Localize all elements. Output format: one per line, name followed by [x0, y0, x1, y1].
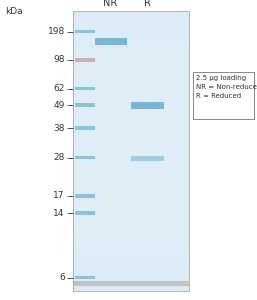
- Bar: [73, 20, 189, 25]
- Bar: [75, 126, 95, 130]
- Text: 49: 49: [53, 100, 65, 109]
- Bar: [73, 169, 189, 174]
- Bar: [193, 72, 254, 118]
- Bar: [73, 160, 189, 165]
- Text: 2.5 μg loading
NR = Non-reduced
R = Reduced: 2.5 μg loading NR = Non-reduced R = Redu…: [196, 75, 257, 99]
- Bar: [73, 95, 189, 99]
- Bar: [131, 156, 164, 161]
- Bar: [73, 282, 189, 286]
- Bar: [73, 197, 189, 202]
- Bar: [75, 58, 95, 62]
- Bar: [73, 25, 189, 29]
- Bar: [73, 34, 189, 38]
- Bar: [73, 132, 189, 137]
- Bar: [73, 151, 189, 155]
- Bar: [73, 249, 189, 254]
- Bar: [73, 272, 189, 277]
- Bar: [73, 235, 189, 240]
- Bar: [73, 146, 189, 151]
- Bar: [73, 76, 189, 81]
- Bar: [73, 254, 189, 258]
- Text: 17: 17: [53, 191, 65, 200]
- Bar: [73, 155, 189, 160]
- Bar: [73, 184, 189, 188]
- Bar: [73, 216, 189, 221]
- Bar: [73, 221, 189, 226]
- Bar: [73, 263, 189, 268]
- Bar: [75, 155, 95, 160]
- Bar: [73, 258, 189, 263]
- Bar: [73, 123, 189, 128]
- Text: 14: 14: [53, 208, 65, 217]
- Bar: [73, 165, 189, 170]
- Bar: [73, 174, 189, 179]
- Text: kDa: kDa: [5, 8, 23, 16]
- Bar: [73, 212, 189, 216]
- Bar: [75, 86, 95, 90]
- Bar: [73, 240, 189, 244]
- Bar: [75, 211, 95, 215]
- Bar: [73, 113, 189, 118]
- Text: 38: 38: [53, 124, 65, 133]
- Bar: [73, 109, 189, 113]
- Bar: [73, 43, 189, 48]
- Bar: [73, 67, 189, 71]
- Text: 6: 6: [59, 273, 65, 282]
- Text: NR: NR: [103, 0, 118, 8]
- Bar: [75, 30, 95, 33]
- Bar: [73, 38, 189, 43]
- Bar: [73, 71, 189, 76]
- Bar: [73, 57, 189, 62]
- Bar: [73, 85, 189, 90]
- Bar: [73, 193, 189, 197]
- Bar: [73, 281, 189, 286]
- Bar: [131, 102, 164, 109]
- Bar: [73, 118, 189, 123]
- Bar: [73, 52, 189, 57]
- Bar: [95, 38, 127, 45]
- Bar: [75, 194, 95, 198]
- Bar: [73, 179, 189, 184]
- Bar: [73, 11, 189, 291]
- Bar: [73, 15, 189, 20]
- Bar: [73, 268, 189, 272]
- Text: 62: 62: [53, 84, 65, 93]
- Bar: [73, 277, 189, 282]
- Text: 98: 98: [53, 56, 65, 64]
- Bar: [73, 188, 189, 193]
- Bar: [73, 62, 189, 67]
- Bar: [73, 244, 189, 249]
- Bar: [73, 137, 189, 141]
- Bar: [73, 226, 189, 230]
- Bar: [73, 286, 189, 291]
- Bar: [73, 48, 189, 52]
- Bar: [73, 81, 189, 85]
- Text: R: R: [144, 0, 151, 8]
- Bar: [75, 275, 95, 280]
- Bar: [73, 128, 189, 132]
- Bar: [73, 207, 189, 211]
- Bar: [73, 141, 189, 146]
- Text: 198: 198: [48, 27, 65, 36]
- Bar: [73, 11, 189, 15]
- Text: 28: 28: [53, 153, 65, 162]
- Bar: [73, 104, 189, 109]
- Bar: [75, 103, 95, 107]
- Bar: [73, 202, 189, 207]
- Bar: [73, 90, 189, 95]
- Bar: [73, 29, 189, 34]
- Bar: [73, 230, 189, 235]
- Bar: [73, 99, 189, 104]
